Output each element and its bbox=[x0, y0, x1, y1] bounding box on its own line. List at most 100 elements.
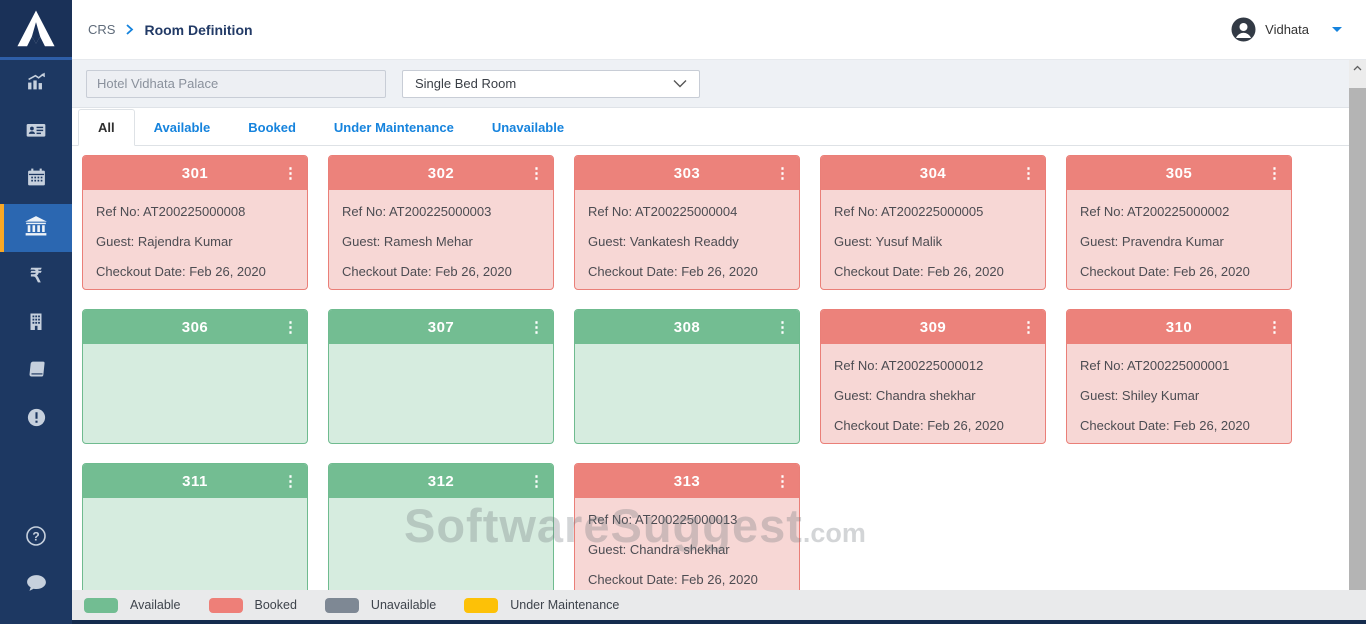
room-card[interactable]: 307 ⋮ bbox=[328, 309, 554, 444]
room-card[interactable]: 313 ⋮ Ref No: AT200225000013 Guest: Chandra… bbox=[574, 463, 800, 590]
tab-booked[interactable]: Booked bbox=[248, 120, 296, 135]
legend-label: Booked bbox=[254, 598, 297, 612]
legend-label: Available bbox=[130, 598, 181, 612]
help-icon: ? bbox=[25, 525, 47, 552]
room-card[interactable]: 306 ⋮ bbox=[82, 309, 308, 444]
breadcrumb-chevron-icon bbox=[125, 24, 134, 35]
sidebar-item-help[interactable]: ? bbox=[0, 514, 72, 562]
alert-icon bbox=[26, 407, 47, 433]
app-logo[interactable] bbox=[0, 0, 72, 60]
sidebar-item-property[interactable] bbox=[0, 300, 72, 348]
room-number: 302 bbox=[427, 164, 455, 182]
room-number: 303 bbox=[673, 164, 701, 182]
legend-color-swatch bbox=[208, 597, 243, 613]
chevron-down-icon bbox=[673, 79, 687, 88]
room-number: 306 bbox=[181, 318, 209, 336]
sidebar-item-rooms[interactable] bbox=[0, 204, 72, 252]
room-ref: Ref No: AT200225000001 bbox=[1080, 358, 1230, 373]
room-checkout: Checkout Date: Feb 26, 2020 bbox=[1080, 264, 1250, 279]
kebab-menu-icon[interactable]: ⋮ bbox=[775, 472, 790, 490]
room-type-value: Single Bed Room bbox=[415, 76, 517, 91]
room-type-select[interactable]: Single Bed Room bbox=[402, 69, 700, 98]
room-cards-area: 301 ⋮ Ref No: AT200225000008 Guest: Rajendr… bbox=[72, 146, 1349, 590]
calendar-icon bbox=[26, 167, 47, 193]
scrollbar-thumb[interactable] bbox=[1349, 88, 1366, 590]
kebab-menu-icon[interactable]: ⋮ bbox=[1021, 164, 1036, 182]
room-guest: Guest: Rajendra Kumar bbox=[96, 234, 233, 249]
scroll-up-icon[interactable] bbox=[1349, 60, 1366, 76]
legend-item-booked: Booked bbox=[208, 597, 297, 613]
room-card-header: 304 ⋮ bbox=[821, 156, 1045, 190]
tab-all[interactable]: All bbox=[78, 109, 135, 146]
room-card-header: 311 ⋮ bbox=[83, 464, 307, 498]
room-number: 313 bbox=[673, 472, 701, 490]
room-card-header: 307 ⋮ bbox=[329, 310, 553, 344]
room-card[interactable]: 311 ⋮ bbox=[82, 463, 308, 590]
kebab-menu-icon[interactable]: ⋮ bbox=[283, 318, 298, 336]
building-icon bbox=[26, 311, 46, 337]
kebab-menu-icon[interactable]: ⋮ bbox=[283, 164, 298, 182]
room-ref: Ref No: AT200225000004 bbox=[588, 204, 738, 219]
sidebar-item-alerts[interactable] bbox=[0, 396, 72, 444]
kebab-menu-icon[interactable]: ⋮ bbox=[1267, 164, 1282, 182]
user-menu[interactable]: Vidhata bbox=[1231, 17, 1342, 42]
kebab-menu-icon[interactable]: ⋮ bbox=[529, 318, 544, 336]
room-card[interactable]: 304 ⋮ Ref No: AT200225000005 Guest: Yusuf M… bbox=[820, 155, 1046, 290]
room-card[interactable]: 308 ⋮ bbox=[574, 309, 800, 444]
room-card-body: Ref No: AT200225000012 Guest: Chandra she… bbox=[821, 344, 1045, 441]
room-card-body bbox=[329, 344, 553, 351]
sidebar-item-dashboard[interactable] bbox=[0, 60, 72, 108]
sidebar-item-payments[interactable]: ₹ bbox=[0, 252, 72, 300]
room-ref: Ref No: AT200225000012 bbox=[834, 358, 984, 373]
sidebar-item-calendar[interactable] bbox=[0, 156, 72, 204]
room-guest: Guest: Chandra shekhar bbox=[834, 388, 976, 403]
rupee-icon: ₹ bbox=[29, 265, 43, 287]
kebab-menu-icon[interactable]: ⋮ bbox=[283, 472, 298, 490]
legend-item-unavailable: Unavailable bbox=[324, 597, 437, 613]
room-number: 310 bbox=[1165, 318, 1193, 336]
room-card[interactable]: 301 ⋮ Ref No: AT200225000008 Guest: Rajendr… bbox=[82, 155, 308, 290]
room-card-body: Ref No: AT200225000013 Guest: Chandra she… bbox=[575, 498, 799, 590]
kebab-menu-icon[interactable]: ⋮ bbox=[529, 164, 544, 182]
room-card[interactable]: 305 ⋮ Ref No: AT200225000002 Guest: Pravend… bbox=[1066, 155, 1292, 290]
legend-item-available: Available bbox=[84, 597, 181, 613]
room-number: 304 bbox=[919, 164, 947, 182]
tab-available[interactable]: Available bbox=[153, 120, 211, 135]
room-ref: Ref No: AT200225000008 bbox=[96, 204, 246, 219]
room-card[interactable]: 312 ⋮ bbox=[328, 463, 554, 590]
sidebar: ₹ ? bbox=[0, 0, 72, 624]
room-card[interactable]: 309 ⋮ Ref No: AT200225000012 Guest: Chandra… bbox=[820, 309, 1046, 444]
analytics-icon bbox=[26, 71, 47, 97]
kebab-menu-icon[interactable]: ⋮ bbox=[775, 164, 790, 182]
kebab-menu-icon[interactable]: ⋮ bbox=[1267, 318, 1282, 336]
room-guest: Guest: Ramesh Mehar bbox=[342, 234, 473, 249]
svg-text:?: ? bbox=[32, 529, 39, 543]
room-number: 308 bbox=[673, 318, 701, 336]
legend-label: Unavailable bbox=[370, 598, 437, 612]
room-card[interactable]: 303 ⋮ Ref No: AT200225000004 Guest: Vankate… bbox=[574, 155, 800, 290]
sidebar-item-chat[interactable] bbox=[0, 562, 72, 610]
room-ref: Ref No: AT200225000005 bbox=[834, 204, 984, 219]
room-card-header: 302 ⋮ bbox=[329, 156, 553, 190]
kebab-menu-icon[interactable]: ⋮ bbox=[775, 318, 790, 336]
page-title: Room Definition bbox=[144, 21, 253, 38]
breadcrumb-root[interactable]: CRS bbox=[88, 22, 116, 37]
vertical-scrollbar[interactable] bbox=[1349, 60, 1366, 590]
bank-icon bbox=[24, 215, 48, 242]
sidebar-item-ledger[interactable] bbox=[0, 348, 72, 396]
sidebar-item-contacts[interactable] bbox=[0, 108, 72, 156]
kebab-menu-icon[interactable]: ⋮ bbox=[529, 472, 544, 490]
room-guest: Guest: Yusuf Malik bbox=[834, 234, 943, 249]
kebab-menu-icon[interactable]: ⋮ bbox=[1021, 318, 1036, 336]
filter-bar: Single Bed Room bbox=[72, 60, 1366, 108]
chevron-down-icon[interactable] bbox=[1332, 27, 1342, 32]
room-guest: Guest: Pravendra Kumar bbox=[1080, 234, 1224, 249]
room-card[interactable]: 302 ⋮ Ref No: AT200225000003 Guest: Ramesh … bbox=[328, 155, 554, 290]
room-card[interactable]: 310 ⋮ Ref No: AT200225000001 Guest: Shiley … bbox=[1066, 309, 1292, 444]
room-card-body: Ref No: AT200225000002 Guest: Pravendra K… bbox=[1067, 190, 1291, 287]
hotel-input[interactable] bbox=[86, 69, 386, 98]
room-checkout: Checkout Date: Feb 26, 2020 bbox=[588, 572, 758, 587]
tab-unavailable[interactable]: Unavailable bbox=[491, 120, 565, 135]
tab-under-maintenance[interactable]: Under Maintenance bbox=[333, 120, 454, 135]
